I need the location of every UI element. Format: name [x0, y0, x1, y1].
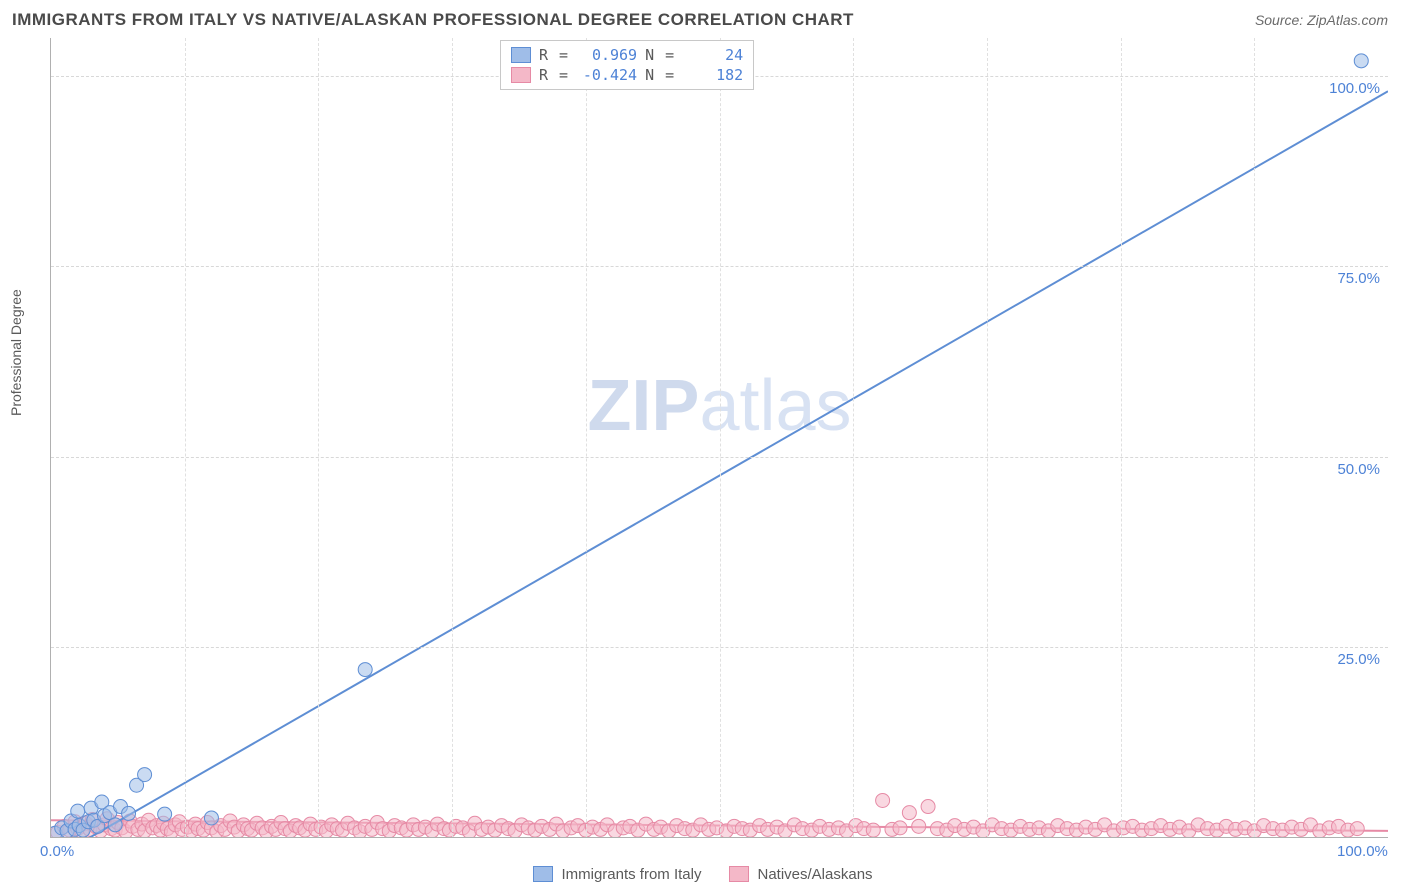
legend-label: Immigrants from Italy [561, 866, 701, 883]
y-tick-label: 50.0% [1337, 461, 1380, 478]
legend-swatch [511, 67, 531, 83]
legend-swatch [511, 47, 531, 63]
data-point-natives [893, 821, 907, 835]
legend-r-value: -0.424 [577, 65, 637, 85]
legend-r-label: R = [539, 45, 569, 65]
legend-r-label: R = [539, 65, 569, 85]
y-tick-label: 100.0% [1329, 80, 1380, 97]
legend-row-natives: R = -0.424 N = 182 [511, 65, 743, 85]
data-point-italy [138, 768, 152, 782]
data-point-italy [122, 806, 136, 820]
data-point-italy [1354, 54, 1368, 68]
series-legend: Immigrants from Italy Natives/Alaskans [0, 866, 1406, 887]
plot-area: ZIPatlas 25.0%50.0%75.0%100.0% [50, 38, 1388, 838]
data-point-natives [1350, 822, 1364, 836]
y-tick-label: 25.0% [1337, 651, 1380, 668]
chart-title: IMMIGRANTS FROM ITALY VS NATIVE/ALASKAN … [12, 10, 854, 30]
legend-row-italy: R = 0.969 N = 24 [511, 45, 743, 65]
data-point-italy [358, 663, 372, 677]
data-point-italy [108, 818, 122, 832]
legend-r-value: 0.969 [577, 45, 637, 65]
x-tick-label: 0.0% [40, 843, 74, 860]
legend-n-label: N = [645, 45, 675, 65]
correlation-legend: R = 0.969 N = 24 R = -0.424 N = 182 [500, 40, 754, 90]
data-point-italy [158, 807, 172, 821]
legend-n-value: 24 [683, 45, 743, 65]
data-point-natives [902, 806, 916, 820]
data-point-natives [876, 793, 890, 807]
legend-item: Immigrants from Italy [533, 866, 701, 883]
legend-item: Natives/Alaskans [729, 866, 872, 883]
data-point-italy [71, 804, 85, 818]
legend-label: Natives/Alaskans [757, 866, 872, 883]
y-tick-label: 75.0% [1337, 270, 1380, 287]
source-attribution: Source: ZipAtlas.com [1255, 12, 1388, 28]
legend-swatch [729, 866, 749, 882]
y-axis-label: Professional Degree [8, 289, 24, 416]
legend-n-label: N = [645, 65, 675, 85]
data-point-natives [921, 800, 935, 814]
chart-container: IMMIGRANTS FROM ITALY VS NATIVE/ALASKAN … [0, 0, 1406, 892]
legend-n-value: 182 [683, 65, 743, 85]
x-tick-label: 100.0% [1337, 843, 1388, 860]
data-point-natives [866, 823, 880, 837]
data-point-natives [912, 819, 926, 833]
legend-swatch [533, 866, 553, 882]
data-point-italy [204, 811, 218, 825]
